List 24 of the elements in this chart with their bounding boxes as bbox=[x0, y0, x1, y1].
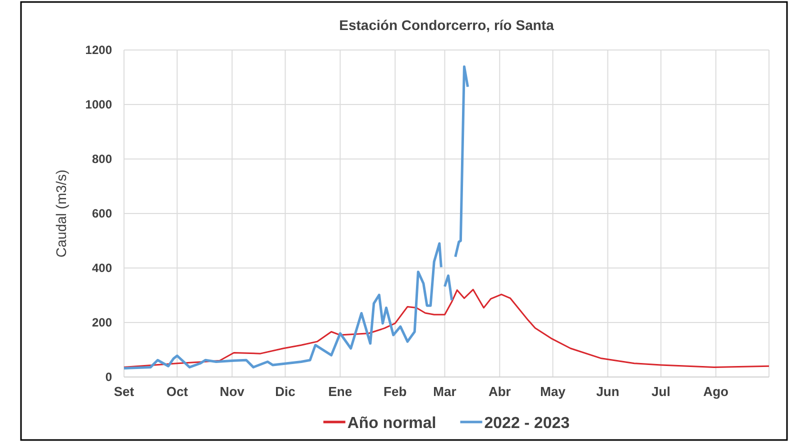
x-tick-label: Abr bbox=[488, 384, 511, 400]
y-tick-label: 1200 bbox=[85, 42, 112, 57]
x-tick-label: Jun bbox=[596, 384, 620, 400]
y-tick-label: 800 bbox=[92, 152, 112, 166]
legend-label: Año normal bbox=[347, 415, 436, 432]
x-tick-label: Oct bbox=[166, 384, 189, 400]
x-tick-label: Jul bbox=[652, 384, 670, 400]
x-tick-label: May bbox=[540, 384, 566, 400]
y-tick-label: 600 bbox=[92, 206, 112, 220]
x-tick-label: Nov bbox=[220, 384, 246, 400]
legend-label: 2022 - 2023 bbox=[484, 415, 570, 432]
y-axis-title: Caudal (m3/s) bbox=[53, 170, 69, 258]
y-tick-label: 1000 bbox=[85, 97, 112, 112]
x-tick-label: Dic bbox=[275, 384, 296, 400]
y-tick-label: 200 bbox=[92, 315, 112, 330]
y-tick-label: 400 bbox=[92, 260, 112, 275]
x-tick-label: Set bbox=[114, 384, 135, 400]
x-tick-label: Ago bbox=[703, 384, 729, 400]
x-tick-label: Ene bbox=[328, 384, 352, 400]
x-tick-label: Mar bbox=[433, 384, 456, 400]
x-tick-label: Feb bbox=[384, 384, 407, 400]
y-tick-label: 0 bbox=[105, 370, 112, 384]
line-series bbox=[123, 288, 770, 368]
chart-title: Estación Condorcerro, río Santa bbox=[339, 17, 554, 33]
